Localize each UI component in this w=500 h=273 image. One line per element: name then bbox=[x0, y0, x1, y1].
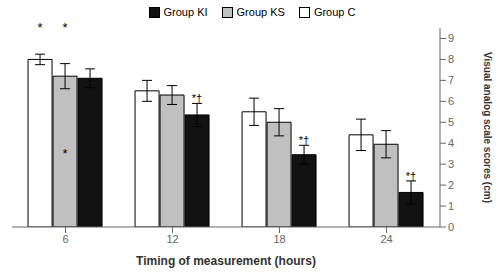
svg-text:*: * bbox=[63, 20, 68, 35]
svg-text:5: 5 bbox=[448, 116, 454, 128]
svg-text:2: 2 bbox=[448, 179, 454, 191]
svg-text:0: 0 bbox=[448, 221, 454, 233]
html-text:Group C: Group C bbox=[313, 6, 356, 18]
svg-text:*: * bbox=[63, 146, 68, 161]
html-text:Group KS: Group KS bbox=[236, 6, 285, 18]
svg-text:Visual analog scale scores (cm: Visual analog scale scores (cm) bbox=[482, 52, 492, 203]
svg-text:6: 6 bbox=[448, 95, 454, 107]
svg-text:3: 3 bbox=[448, 158, 454, 170]
svg-text:Timing of measurement (hours): Timing of measurement (hours) bbox=[136, 254, 316, 268]
svg-text:*†: *† bbox=[192, 92, 202, 104]
svg-text:*: * bbox=[38, 20, 43, 35]
svg-text:6: 6 bbox=[62, 233, 68, 245]
svg-text:7: 7 bbox=[448, 74, 454, 86]
svg-text:24: 24 bbox=[380, 233, 392, 245]
svg-text:18: 18 bbox=[273, 233, 285, 245]
svg-text:*†: *† bbox=[406, 170, 416, 182]
svg-text:8: 8 bbox=[448, 53, 454, 65]
svg-text:1: 1 bbox=[448, 200, 454, 212]
svg-text:9: 9 bbox=[448, 32, 454, 44]
svg-text:*†: *† bbox=[299, 134, 309, 146]
svg-text:12: 12 bbox=[166, 233, 178, 245]
html-text:Group KI: Group KI bbox=[163, 6, 208, 18]
svg-text:4: 4 bbox=[448, 137, 454, 149]
